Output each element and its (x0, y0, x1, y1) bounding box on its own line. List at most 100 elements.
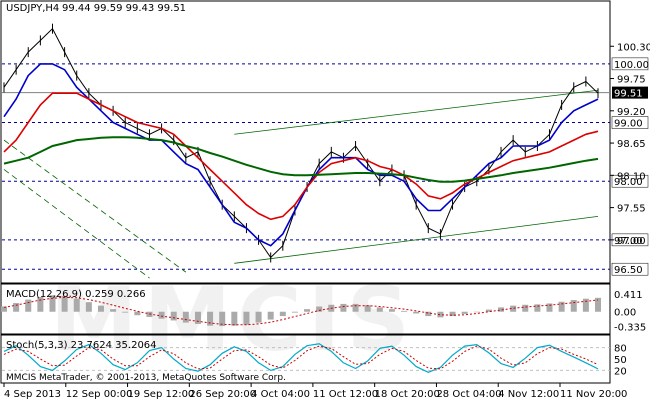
macd-bar-22 (267, 311, 274, 320)
chart-ohlc-header: 99.44 99.59 99.43 99.51 (62, 3, 186, 14)
stoch-main-line (3, 343, 599, 373)
macd-bar-47 (570, 300, 577, 312)
macd-tick-2: -0.335 (614, 322, 646, 333)
macd-bar-49 (595, 297, 601, 312)
macd-bar-25 (304, 309, 311, 312)
macd-bar-46 (558, 301, 565, 312)
x-tick-label-4: 4 Oct 04:00 (251, 389, 310, 400)
macd-bar-5 (61, 296, 68, 312)
macd-bar-43 (522, 304, 529, 312)
copyright-text: MMCIS MetaTrader, © 2001-2013, MetaQuote… (6, 373, 286, 383)
x-tick-label-3: 26 Sep 20:00 (189, 389, 256, 400)
price-series (3, 23, 599, 263)
stoch-tick-2: 20 (614, 366, 627, 377)
macd-indicator: 0.411 0.00 -0.335 (1, 290, 646, 333)
y-tick-label-0: 100.30 (617, 42, 650, 53)
stoch-title: Stoch(5,3,3) 23.7624 35.2064 (6, 340, 157, 351)
macd-bar-9 (110, 309, 117, 312)
macd-bar-15 (182, 311, 189, 323)
macd-bar-20 (243, 311, 250, 325)
macd-bar-6 (73, 298, 80, 312)
series-line-ma-medium (3, 92, 599, 221)
macd-bar-34 (413, 311, 420, 314)
macd-bar-16 (194, 311, 201, 324)
trendline-up-channel-upper (234, 89, 599, 135)
y-tick-label-3: 98.65 (617, 139, 646, 150)
macd-bar-8 (97, 305, 104, 312)
price-axis: 100.00 99.00 98.00 97.00 96.50 99.51 100.30 99.… (610, 42, 650, 276)
x-tick-label-8: 4 Nov 12:00 (498, 389, 559, 400)
macd-bar-10 (122, 311, 129, 313)
trendline-channel-upper (3, 139, 187, 273)
macd-bar-13 (158, 311, 165, 319)
macd-bar-17 (207, 311, 214, 326)
stoch-tick-1: 50 (614, 355, 627, 366)
macd-bar-32 (388, 309, 395, 312)
macd-bar-4 (49, 295, 56, 312)
stoch-panel-frame (0, 334, 611, 384)
level-label-box-1 (611, 116, 649, 129)
level-label-3: 97.00 (614, 236, 643, 247)
level-label-box-0 (611, 57, 649, 71)
x-tick-label-6: 18 Oct 20:00 (375, 389, 440, 400)
macd-bar-3 (37, 296, 44, 312)
x-tick-label-5: 11 Oct 12:00 (313, 389, 378, 400)
macd-bar-36 (437, 311, 444, 318)
stoch-signal-line (3, 345, 599, 370)
macd-bar-41 (498, 307, 505, 312)
macd-bar-40 (485, 309, 492, 312)
macd-bar-31 (376, 307, 383, 312)
chart-symbol-label: USDJPY,H4 (6, 3, 59, 14)
y-tick-label-4: 98.10 (617, 171, 646, 182)
level-label-box-4 (611, 262, 649, 276)
y-tick-label-1: 99.75 (617, 75, 646, 86)
macd-bar-21 (255, 311, 262, 323)
macd-bar-37 (449, 311, 456, 317)
level-label-1: 99.00 (614, 119, 643, 130)
macd-bar-28 (340, 303, 347, 312)
macd-bar-23 (279, 311, 286, 317)
current-price-label: 99.51 (614, 89, 643, 100)
series-line-close (3, 27, 599, 259)
macd-bar-48 (582, 298, 589, 312)
series-line-ma-fast (3, 63, 599, 247)
macd-bar-18 (219, 311, 226, 327)
level-label-0: 100.00 (614, 60, 649, 71)
macd-bar-0 (1, 306, 7, 312)
main-panel-frame (0, 0, 611, 284)
stoch-tick-0: 80 (614, 344, 627, 355)
macd-bar-38 (461, 311, 468, 314)
level-label-box-2 (611, 174, 649, 188)
y-tick-label-2: 99.20 (617, 107, 646, 118)
x-tick-label-1: 12 Sep 00:00 (66, 389, 133, 400)
trendlines (3, 89, 599, 279)
macd-bar-1 (13, 303, 20, 312)
macd-bar-7 (85, 302, 92, 312)
x-tick-label-2: 19 Sep 12:00 (128, 389, 195, 400)
x-tick-label-7: 28 Oct 04:00 (436, 389, 501, 400)
level-label-2: 98.00 (614, 177, 643, 188)
macd-bar-14 (170, 311, 177, 321)
macd-bar-26 (316, 306, 323, 312)
y-tick-label-6: 97.00 (617, 236, 646, 247)
macd-signal-line (3, 296, 599, 326)
macd-tick-0: 0.411 (614, 290, 643, 301)
trendline-up-channel-lower (234, 216, 599, 264)
macd-bar-24 (291, 311, 298, 313)
macd-tick-1: 0.00 (614, 308, 636, 319)
level-label-4: 96.50 (614, 265, 643, 276)
series-line-ma-slow (3, 136, 599, 183)
horizontal-levels (2, 63, 610, 270)
x-tick-label-0: 4 Sep 2013 (4, 389, 61, 400)
x-tick-label-9: 11 Nov 20:00 (560, 389, 627, 400)
macd-bar-35 (425, 311, 432, 317)
current-price-box (612, 86, 648, 99)
macd-bar-42 (510, 305, 517, 312)
macd-bar-29 (352, 303, 359, 312)
macd-bar-45 (546, 303, 553, 312)
y-tick-label-5: 97.55 (617, 204, 646, 215)
